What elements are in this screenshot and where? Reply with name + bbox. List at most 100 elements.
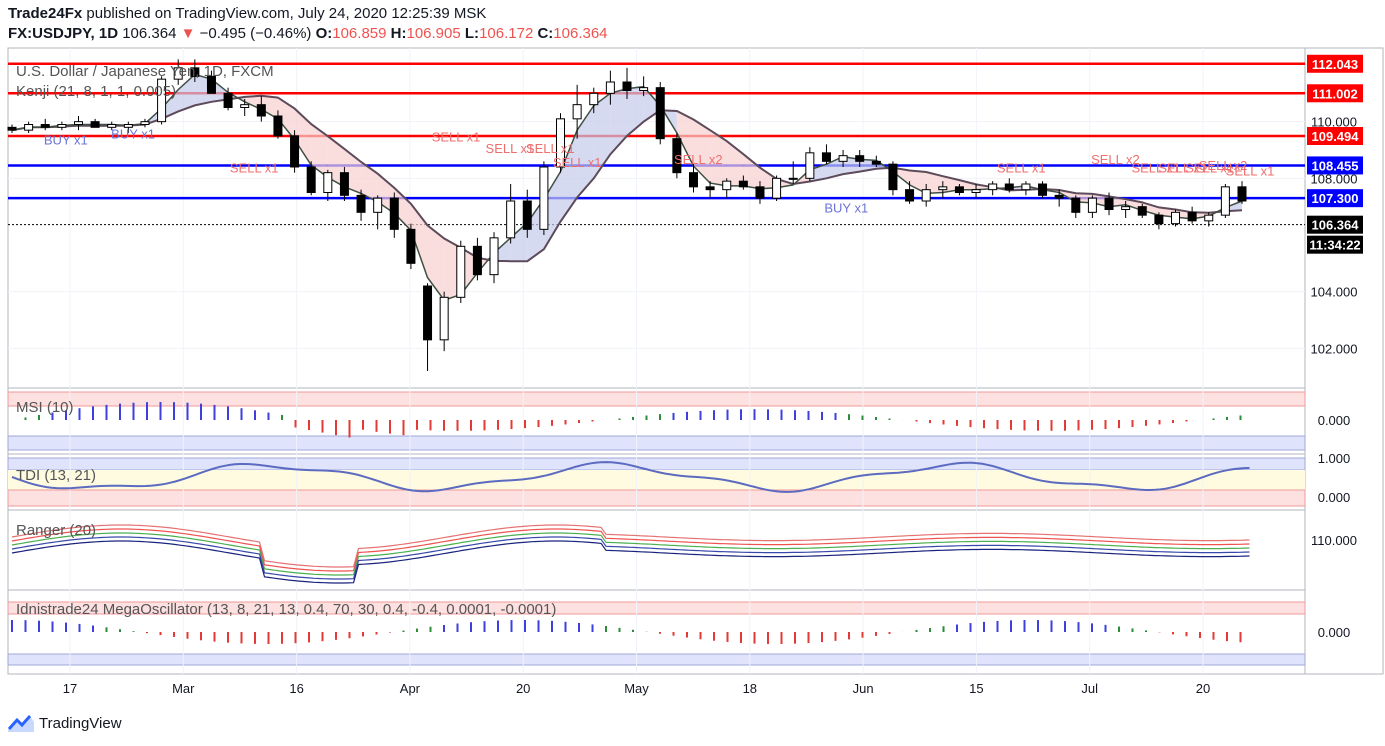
kenji-cloud-segment: [410, 203, 428, 278]
change: −0.495 (−0.46%): [199, 25, 312, 42]
close-value: 106.364: [553, 25, 608, 42]
kenji-slow-line: [11, 94, 1243, 263]
signal-label: BUY x1: [824, 200, 868, 215]
y-tick-label: 110.000: [1311, 115, 1357, 130]
level-tag-label: 109.494: [1312, 129, 1360, 144]
kenji-cloud-segment: [311, 124, 328, 178]
signal-label: SELL x1: [1158, 161, 1207, 176]
signal-label: SELL x1: [526, 141, 575, 156]
candle-body: [988, 183, 998, 191]
y-tick-label: 102.000: [1311, 341, 1358, 356]
tdi-line: [11, 461, 1250, 493]
candle-body: [356, 194, 366, 213]
footer-brand[interactable]: TradingView: [8, 714, 122, 732]
level-tag-label: 108.455: [1312, 158, 1359, 173]
x-tick-label: 17: [63, 681, 77, 696]
candle-body: [871, 160, 881, 165]
kenji-cloud-segment: [826, 156, 844, 179]
signal-label: SELL x2: [1091, 152, 1140, 167]
candle-body: [655, 87, 665, 140]
candle-body: [888, 163, 898, 191]
kenji-cloud-segment: [710, 130, 727, 186]
candle-body: [589, 92, 599, 106]
candle-body: [1137, 206, 1147, 216]
kenji-cloud-segment: [178, 74, 195, 112]
candle-body: [672, 138, 682, 174]
ranger-line: [11, 528, 1250, 572]
candle-body: [1187, 211, 1197, 222]
y-tick-label: 108.000: [1311, 171, 1358, 186]
kenji-cloud-segment: [560, 130, 578, 222]
candle-body: [905, 189, 915, 202]
candle-body: [339, 172, 349, 196]
candle-body: [472, 245, 482, 276]
candle-body: [489, 237, 499, 276]
candle-body: [323, 172, 333, 194]
kenji-cloud-segment: [909, 170, 927, 194]
signal-label: SELL x1: [553, 155, 602, 170]
kenji-cloud-segment: [294, 108, 312, 166]
level-tag: [1307, 127, 1363, 146]
signal-label: SELL x1: [230, 161, 279, 176]
candle-body: [107, 124, 117, 128]
signal-label: SELL x1: [997, 161, 1046, 176]
x-tick-label: May: [624, 681, 649, 696]
candle-body: [639, 87, 649, 91]
low-value: 106.172: [479, 25, 534, 42]
candle-body: [406, 228, 416, 264]
kenji-label: Kenji (21, 8, 1, 1, 0.005): [16, 83, 177, 100]
candle-body: [1121, 206, 1131, 211]
msi-lower-band: [7, 435, 1306, 451]
countdown-tag: [1307, 235, 1363, 254]
candle-body: [506, 200, 516, 239]
y-tick-label: 104.000: [1311, 285, 1358, 300]
candle-body: [738, 180, 748, 188]
signal-label: SELL x1: [1131, 161, 1180, 176]
candle-body: [921, 189, 931, 202]
candle-body: [40, 124, 50, 128]
last-price-label: 106.364: [1312, 218, 1360, 233]
signal-label: SELL x2: [674, 152, 723, 167]
x-tick-label: 20: [516, 681, 530, 696]
candle-body: [821, 152, 831, 162]
candle-body: [1087, 197, 1097, 213]
candle-body: [206, 75, 216, 94]
candle-body: [24, 124, 34, 131]
main-title: U.S. Dollar / Japanese Yen, 1D, FXCM: [16, 63, 274, 80]
signal-label: BUY x1: [111, 127, 155, 142]
x-tick-label: 18: [743, 681, 757, 696]
candle-body: [688, 172, 698, 188]
candle-body: [290, 135, 300, 168]
low-label: L:: [464, 25, 480, 42]
signal-label: SELL x1: [432, 130, 481, 145]
candle-body: [971, 189, 981, 194]
x-tick-label: Mar: [172, 681, 195, 696]
ranger-line: [11, 524, 1250, 568]
candle-body: [1237, 186, 1247, 202]
level-tag-label: 107.300: [1312, 191, 1359, 206]
candle-body: [1004, 183, 1014, 191]
kenji-cloud-segment: [743, 154, 760, 189]
ranger-line: [11, 532, 1250, 576]
candle-body: [838, 155, 848, 162]
candle-body: [273, 115, 283, 137]
open-value: 106.859: [332, 25, 387, 42]
brand-name: TradingView: [39, 714, 122, 732]
tdi-label: TDI (13, 21): [16, 467, 97, 484]
publisher: Trade24Fx: [8, 5, 83, 22]
candle-body: [140, 121, 150, 125]
candle-body: [57, 124, 67, 128]
level-tag: [1307, 54, 1363, 73]
symbol: FX:USDJPY, 1D: [8, 25, 119, 42]
candle-body: [1038, 183, 1048, 196]
x-tick-label: 16: [289, 681, 303, 696]
level-tag: [1307, 84, 1363, 103]
kenji-cloud-segment: [1142, 202, 1159, 216]
level-tag: [1307, 189, 1363, 208]
osc-tick-label: 0.000: [1318, 413, 1351, 428]
candle-body: [805, 152, 815, 179]
candle-body: [705, 186, 715, 191]
kenji-cloud-segment: [427, 225, 445, 301]
level-tag-label: 112.043: [1312, 57, 1358, 72]
